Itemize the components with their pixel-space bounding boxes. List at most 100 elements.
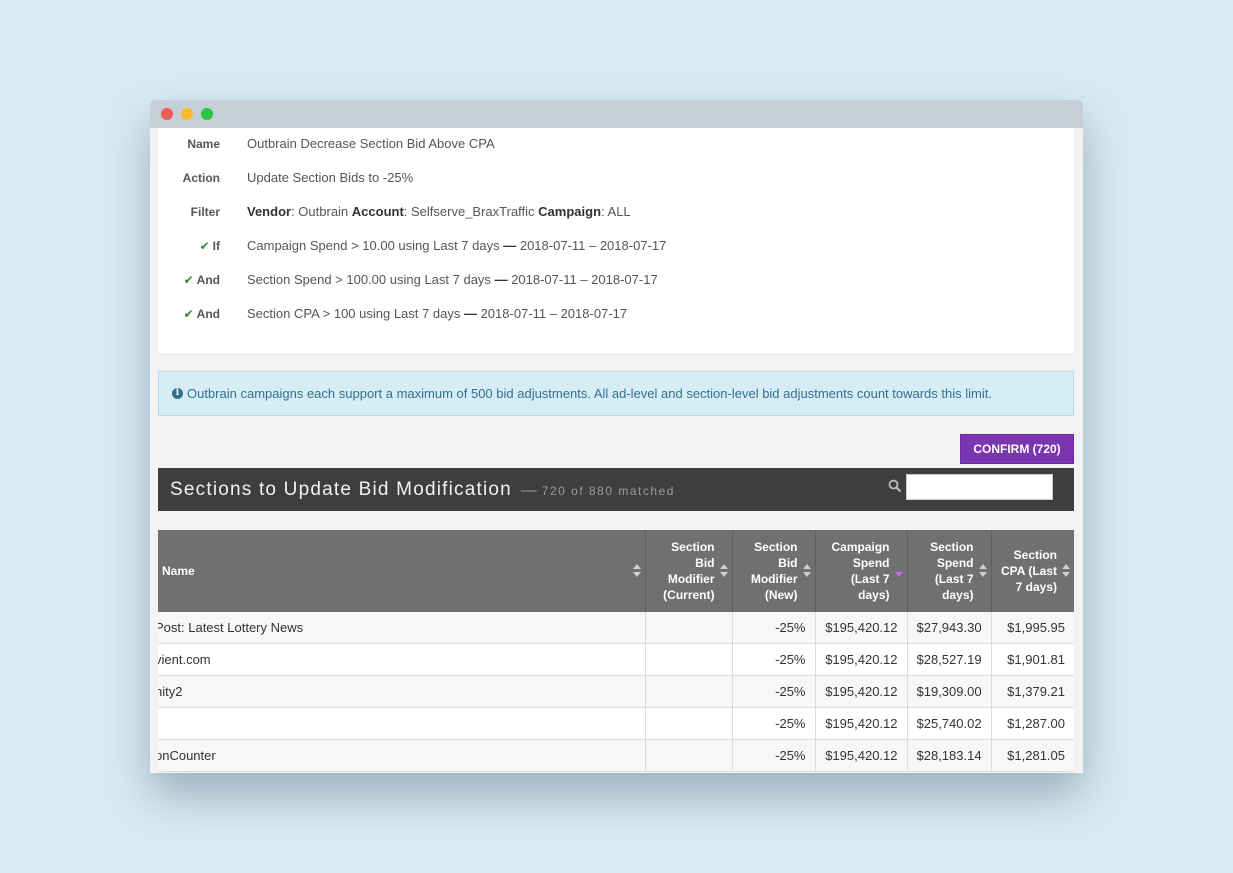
cell-name: nity2 bbox=[158, 675, 646, 708]
cell-modifier-current bbox=[645, 739, 733, 772]
search-icon bbox=[888, 479, 902, 493]
cell-modifier-new: -25% bbox=[732, 643, 816, 676]
matched-count-text: 720 of 880 matched bbox=[541, 484, 675, 498]
info-alert-text: Outbrain campaigns each support a maximu… bbox=[187, 386, 992, 401]
confirm-button[interactable]: CONFIRM (720) bbox=[960, 434, 1074, 464]
rule-label: Filter bbox=[190, 205, 220, 219]
cell-section-spend: $19,309.00 bbox=[907, 675, 992, 708]
cell-name: vient.com bbox=[158, 643, 646, 676]
cell-name bbox=[158, 707, 646, 740]
condition-dates: 2018-07-11 – 2018-07-17 bbox=[519, 238, 667, 253]
cell-modifier-new: -25% bbox=[732, 739, 816, 772]
title-dash: — bbox=[520, 482, 537, 499]
column-header-label: Campaign Spend (Last 7 days) bbox=[831, 540, 890, 602]
cell-section-cpa: $1,995.95 bbox=[991, 612, 1074, 644]
rule-row-if: ✔ If Campaign Spend > 10.00 using Last 7 … bbox=[158, 230, 1074, 264]
column-header-label: Section Bid Modifier (Current) bbox=[663, 540, 715, 602]
section-title-text: Sections to Update Bid Modification bbox=[170, 479, 512, 500]
filter-vendor-value: : Outbrain bbox=[291, 204, 352, 219]
sections-table-container: Name Section Bid Modifier (Current) Sect… bbox=[158, 530, 1074, 773]
table-row[interactable]: -25% $195,420.12 $25,740.02 $1,287.00 bbox=[158, 707, 1074, 740]
close-window-button[interactable] bbox=[161, 108, 173, 120]
minimize-window-button[interactable] bbox=[181, 108, 193, 120]
separator: — bbox=[494, 272, 508, 287]
rule-row-filter: Filter Vendor: Outbrain Account: Selfser… bbox=[158, 196, 1074, 230]
separator: — bbox=[503, 238, 517, 253]
column-header-label: Section Spend (Last 7 days) bbox=[930, 540, 974, 602]
section-name: vient.com bbox=[158, 652, 211, 667]
table-row[interactable]: vient.com -25% $195,420.12 $28,527.19 $1… bbox=[158, 643, 1074, 676]
rule-label-text: And bbox=[196, 273, 220, 287]
app-window: Name Outbrain Decrease Section Bid Above… bbox=[150, 100, 1083, 773]
separator: — bbox=[463, 306, 477, 321]
column-header-label: Section CPA (Last 7 days) bbox=[1000, 548, 1057, 594]
rule-label: ✔ And bbox=[184, 307, 220, 321]
rule-row-and: ✔ And Section CPA > 100 using Last 7 days… bbox=[158, 298, 1074, 332]
rule-label: ✔ And bbox=[184, 273, 220, 287]
check-icon: ✔ bbox=[183, 273, 194, 287]
cell-modifier-current bbox=[645, 675, 733, 708]
cell-section-spend: $25,740.02 bbox=[907, 707, 992, 740]
section-header: Sections to Update Bid Modification — 720… bbox=[158, 468, 1074, 511]
column-header-name[interactable]: Name bbox=[158, 530, 646, 612]
rule-name-value: Outbrain Decrease Section Bid Above CPA bbox=[247, 136, 495, 151]
column-header-bid-modifier-new[interactable]: Section Bid Modifier (New) bbox=[732, 530, 816, 612]
table-header-row: Name Section Bid Modifier (Current) Sect… bbox=[158, 530, 1074, 612]
rule-action-value: Update Section Bids to -25% bbox=[247, 170, 414, 185]
cell-modifier-current bbox=[645, 612, 733, 644]
section-name: onCounter bbox=[158, 748, 216, 763]
column-header-section-cpa[interactable]: Section CPA (Last 7 days) bbox=[991, 530, 1074, 612]
column-header-campaign-spend[interactable]: Campaign Spend (Last 7 days) bbox=[815, 530, 908, 612]
rule-filter-value: Vendor: Outbrain Account: Selfserve_Brax… bbox=[247, 204, 631, 219]
info-icon: i bbox=[172, 388, 183, 399]
filter-vendor-label: Vendor bbox=[247, 204, 292, 219]
rule-row-action: Action Update Section Bids to -25% bbox=[158, 162, 1074, 196]
rule-label: Action bbox=[182, 171, 220, 185]
check-icon: ✔ bbox=[199, 239, 210, 253]
rule-label: Name bbox=[187, 137, 220, 151]
cell-campaign-spend: $195,420.12 bbox=[815, 707, 908, 740]
rule-condition-value: Section CPA > 100 using Last 7 days — 20… bbox=[247, 306, 627, 321]
cell-modifier-current bbox=[645, 643, 733, 676]
column-header-label: Name bbox=[162, 564, 195, 578]
cell-modifier-new: -25% bbox=[732, 675, 816, 708]
condition-text: Section CPA > 100 using Last 7 days bbox=[247, 306, 461, 321]
cell-section-cpa: $1,379.21 bbox=[991, 675, 1074, 708]
title-bar bbox=[150, 100, 1083, 128]
rule-row-and: ✔ And Section Spend > 100.00 using Last 7… bbox=[158, 264, 1074, 298]
table-row[interactable]: nity2 -25% $195,420.12 $19,309.00 $1,379… bbox=[158, 675, 1074, 708]
cell-name: Post: Latest Lottery News bbox=[158, 612, 646, 644]
sections-table: Name Section Bid Modifier (Current) Sect… bbox=[158, 530, 1074, 772]
cell-campaign-spend: $195,420.12 bbox=[815, 643, 908, 676]
sort-icon bbox=[1062, 564, 1070, 578]
column-header-section-spend[interactable]: Section Spend (Last 7 days) bbox=[907, 530, 992, 612]
sort-icon bbox=[802, 564, 811, 578]
sort-icon bbox=[978, 564, 987, 578]
rule-label-text: And bbox=[196, 307, 220, 321]
sort-descending-icon bbox=[894, 564, 903, 578]
rule-row-name: Name Outbrain Decrease Section Bid Above… bbox=[158, 128, 1074, 162]
table-row[interactable]: Post: Latest Lottery News -25% $195,420.… bbox=[158, 612, 1074, 644]
maximize-window-button[interactable] bbox=[201, 108, 213, 120]
filter-account-value: : Selfserve_BraxTraffic bbox=[403, 204, 539, 219]
cell-campaign-spend: $195,420.12 bbox=[815, 675, 908, 708]
cell-campaign-spend: $195,420.12 bbox=[815, 739, 908, 772]
cell-modifier-new: -25% bbox=[732, 612, 816, 644]
filter-account-label: Account bbox=[351, 204, 404, 219]
cell-section-spend: $28,527.19 bbox=[907, 643, 992, 676]
column-header-label: Section Bid Modifier (New) bbox=[750, 540, 798, 602]
cell-section-cpa: $1,281.05 bbox=[991, 739, 1074, 772]
rule-label-text: If bbox=[212, 239, 220, 253]
section-name: nity2 bbox=[158, 684, 183, 699]
search-input[interactable] bbox=[906, 474, 1053, 500]
cell-campaign-spend: $195,420.12 bbox=[815, 612, 908, 644]
column-header-bid-modifier-current[interactable]: Section Bid Modifier (Current) bbox=[645, 530, 733, 612]
section-title: Sections to Update Bid Modification — 720… bbox=[170, 479, 675, 501]
cell-section-cpa: $1,901.81 bbox=[991, 643, 1074, 676]
condition-dates: 2018-07-11 – 2018-07-17 bbox=[480, 306, 628, 321]
rule-label: ✔ If bbox=[200, 239, 220, 253]
table-row[interactable]: onCounter -25% $195,420.12 $28,183.14 $1… bbox=[158, 739, 1074, 772]
cell-section-spend: $27,943.30 bbox=[907, 612, 992, 644]
info-alert: i Outbrain campaigns each support a maxi… bbox=[158, 371, 1074, 416]
rule-summary-panel: Name Outbrain Decrease Section Bid Above… bbox=[158, 128, 1074, 353]
